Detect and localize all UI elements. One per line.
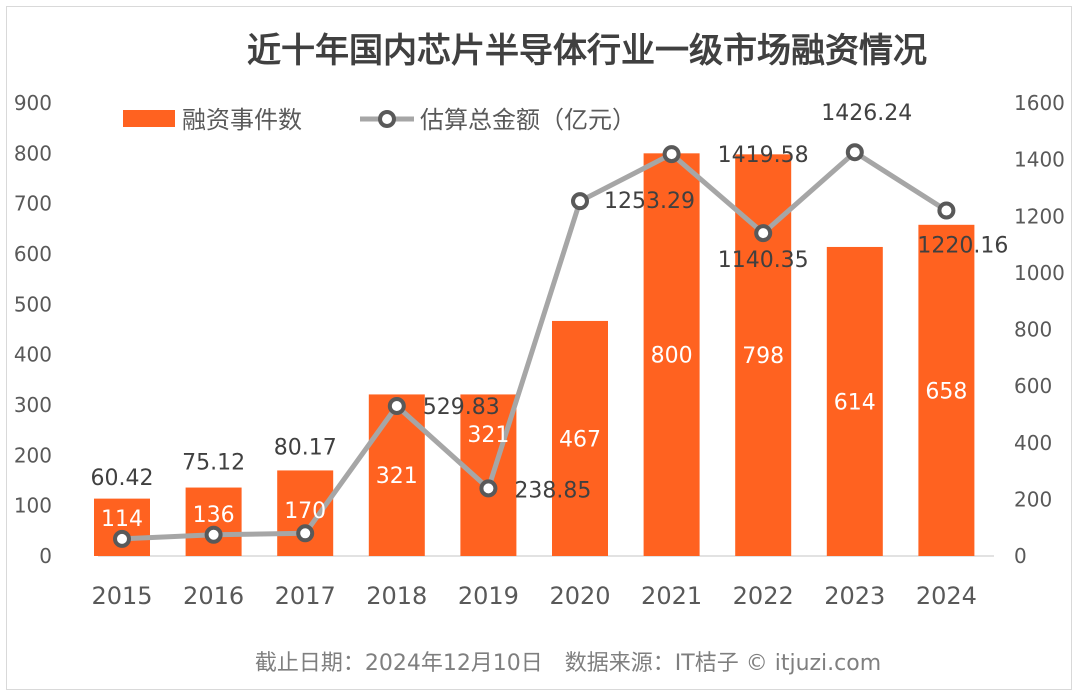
y-left-tick-label: 900	[14, 91, 52, 115]
x-tick-label: 2018	[366, 582, 427, 610]
legend-bar-label: 融资事件数	[182, 106, 302, 134]
chart-title: 近十年国内芯片半导体行业一级市场融资情况	[247, 31, 927, 71]
y-right-tick-label: 1000	[1014, 261, 1065, 285]
bar-data-label: 467	[559, 427, 601, 452]
bar-data-label: 800	[651, 344, 693, 369]
line-point	[113, 529, 131, 548]
y-left-tick-label: 800	[14, 141, 52, 165]
line-data-label: 1419.58	[718, 143, 809, 168]
bar	[735, 154, 792, 556]
bar-data-label: 136	[193, 503, 235, 528]
line-point	[662, 145, 681, 164]
line-point	[296, 524, 315, 543]
y-right-tick-label: 1200	[1014, 204, 1065, 228]
line-data-label: 1253.29	[604, 189, 695, 214]
line-data-label: 80.17	[274, 435, 337, 460]
bar	[918, 224, 975, 556]
y-right-tick-label: 1600	[1014, 91, 1065, 115]
x-tick-label: 2019	[458, 582, 519, 610]
y-left-tick-label: 500	[14, 292, 52, 316]
bar	[826, 246, 883, 556]
y-left-tick-label: 700	[14, 192, 52, 216]
line-point	[754, 224, 773, 243]
y-left-tick-label: 400	[14, 343, 52, 367]
y-right-tick-label: 800	[1014, 318, 1052, 342]
line-point	[387, 396, 406, 415]
chart-frame	[6, 6, 1072, 690]
bar-data-label: 170	[284, 499, 326, 524]
y-right-tick-label: 400	[1014, 431, 1052, 455]
line-data-label: 1426.24	[821, 101, 912, 126]
x-tick-label: 2024	[916, 582, 977, 610]
x-tick-label: 2017	[275, 582, 336, 610]
bar	[460, 394, 517, 556]
line-data-label: 75.12	[182, 451, 245, 476]
y-left-tick-label: 0	[39, 544, 52, 568]
line-data-label: 529.83	[423, 395, 500, 420]
y-left-tick-label: 600	[14, 242, 52, 266]
line-point	[937, 201, 956, 220]
line-data-label: 1140.35	[718, 248, 809, 273]
x-tick-label: 2016	[183, 582, 244, 610]
bar-data-label: 114	[101, 507, 143, 532]
line-data-label: 238.85	[514, 478, 591, 503]
x-tick-label: 2015	[91, 582, 152, 610]
bar-data-label: 321	[467, 423, 509, 448]
legend-bar-swatch	[123, 110, 175, 127]
y-left-tick-label: 300	[14, 393, 52, 417]
y-right-tick-label: 200	[1014, 487, 1052, 511]
y-left-tick-label: 200	[14, 443, 52, 467]
y-right-tick-label: 600	[1014, 374, 1052, 398]
legend-line-label: 估算总金额（亿元）	[420, 106, 636, 134]
x-tick-label: 2022	[733, 582, 794, 610]
legend: 融资事件数 估算总金额（亿元）	[123, 106, 636, 134]
line-point	[845, 143, 864, 162]
x-tick-label: 2021	[641, 582, 702, 610]
bar-data-label: 614	[834, 390, 876, 415]
line-point	[479, 479, 498, 498]
line-series	[121, 149, 948, 542]
line-point	[204, 525, 223, 544]
y-left-tick-label: 100	[14, 494, 52, 518]
bar	[185, 487, 242, 556]
y-right-tick-label: 1400	[1014, 148, 1065, 172]
line-point	[571, 192, 589, 211]
x-tick-label: 2023	[824, 582, 885, 610]
legend-line-marker	[378, 110, 396, 128]
bar-data-label: 658	[925, 379, 967, 404]
bar	[552, 320, 608, 556]
y-right-tick-label: 0	[1014, 544, 1027, 568]
bar	[643, 153, 700, 557]
footer-source: 截止日期：2024年12月10日 数据来源：IT桔子 © itjuzi.com	[255, 651, 881, 676]
bar-data-label: 798	[742, 344, 784, 369]
x-tick-label: 2020	[549, 582, 610, 610]
line-data-label: 1220.16	[917, 234, 1008, 259]
bar-data-label: 321	[376, 464, 418, 489]
line-data-label: 60.42	[91, 466, 154, 491]
